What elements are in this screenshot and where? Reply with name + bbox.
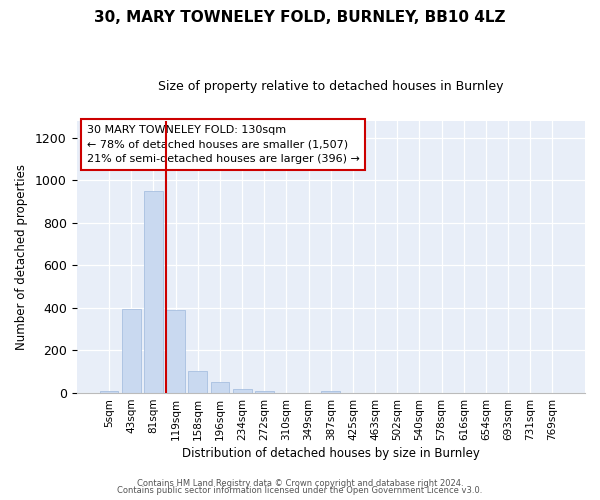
Bar bbox=[233, 389, 251, 393]
Title: Size of property relative to detached houses in Burnley: Size of property relative to detached ho… bbox=[158, 80, 503, 93]
Bar bbox=[188, 370, 207, 393]
Bar bbox=[322, 391, 340, 393]
X-axis label: Distribution of detached houses by size in Burnley: Distribution of detached houses by size … bbox=[182, 447, 480, 460]
Text: Contains public sector information licensed under the Open Government Licence v3: Contains public sector information licen… bbox=[118, 486, 482, 495]
Bar bbox=[211, 382, 229, 393]
Bar bbox=[255, 392, 274, 393]
Y-axis label: Number of detached properties: Number of detached properties bbox=[15, 164, 28, 350]
Text: 30 MARY TOWNELEY FOLD: 130sqm
← 78% of detached houses are smaller (1,507)
21% o: 30 MARY TOWNELEY FOLD: 130sqm ← 78% of d… bbox=[87, 124, 359, 164]
Bar bbox=[100, 391, 118, 393]
Bar bbox=[144, 191, 163, 393]
Bar bbox=[166, 310, 185, 393]
Text: 30, MARY TOWNELEY FOLD, BURNLEY, BB10 4LZ: 30, MARY TOWNELEY FOLD, BURNLEY, BB10 4L… bbox=[94, 10, 506, 25]
Bar bbox=[122, 309, 140, 393]
Text: Contains HM Land Registry data © Crown copyright and database right 2024.: Contains HM Land Registry data © Crown c… bbox=[137, 478, 463, 488]
